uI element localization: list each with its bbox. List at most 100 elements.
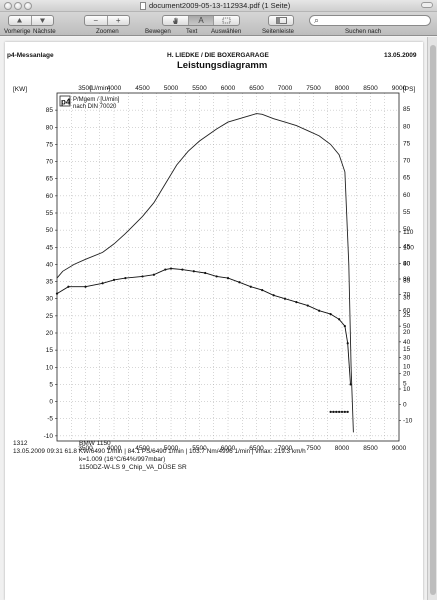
select-tool-button[interactable]	[213, 16, 239, 25]
series-point	[226, 277, 230, 280]
zoom-in-button[interactable]: +	[106, 16, 130, 25]
footer-run-number: 1312	[13, 440, 28, 447]
y-right-tick-label-lower: 70	[403, 292, 411, 299]
series-point	[338, 410, 341, 413]
y-right-tick-label-upper: 60	[403, 192, 411, 199]
y-right-tick-label-upper: 45	[403, 243, 411, 250]
y-right-tick-label-lower: 0	[403, 402, 407, 409]
series-point	[84, 285, 87, 288]
footer-setup: 1150DZ-W-LS 9_Chip_VA_DÜSE SR	[79, 464, 187, 471]
y-right-tick-label-upper: 5	[403, 380, 407, 387]
pdf-page: p4-Messanlage H. LIEDKE / DIE BOXERGARAG…	[5, 42, 423, 600]
sidebar-icon	[275, 17, 287, 24]
x-tick-label-bottom: 5500	[192, 445, 207, 452]
close-window-button[interactable]	[4, 2, 12, 10]
series-point	[249, 285, 252, 288]
chart-legend: p4 P/Mgem / [U/min]nach DIN 70020	[59, 95, 120, 110]
series-point	[261, 289, 264, 292]
text-tool-button[interactable]: A	[187, 16, 214, 25]
series-point	[272, 294, 275, 297]
toolbar-toggle-button[interactable]	[421, 2, 433, 8]
y-left-tick-label: 75	[46, 141, 54, 148]
zoom-out-button[interactable]: −	[93, 15, 99, 25]
previous-label: Vorherige	[4, 28, 31, 35]
footer-vehicle: BMW 1150	[79, 440, 111, 447]
chart-grid	[57, 93, 399, 441]
x-tick-label-top: 8500	[363, 85, 378, 92]
sidebar-label: Seitenleiste	[262, 28, 294, 35]
y-left-tick-label: 35	[46, 279, 54, 286]
y-right-tick-label-lower: 20	[403, 370, 411, 377]
series-point	[238, 281, 241, 284]
zoom-control: − +	[84, 15, 130, 26]
vertical-scrollbar[interactable]	[427, 37, 437, 600]
series-point	[164, 268, 167, 271]
series-point	[215, 275, 218, 278]
series-point	[55, 292, 59, 295]
y-right-tick-label-upper: 35	[403, 278, 411, 285]
next-page-button[interactable]	[30, 16, 54, 25]
y-left-tick-label: 85	[46, 107, 54, 114]
y-right-tick-label-upper: 30	[403, 295, 411, 302]
y-left-unit-label: [KW]	[13, 86, 27, 93]
y-left-tick-label: 60	[46, 193, 54, 200]
triangle-down-icon	[39, 18, 45, 23]
y-left-tick-label: -10	[44, 433, 54, 440]
y-right-tick-label-upper: 80	[403, 123, 411, 130]
zoom-window-button[interactable]	[24, 2, 32, 10]
x-tick-label-bottom: 8000	[335, 445, 350, 452]
move-tool-button[interactable]	[163, 16, 188, 25]
zoom-label: Zoomen	[96, 28, 119, 35]
series-line	[56, 268, 351, 385]
y-right-tick-label-lower: 40	[403, 339, 411, 346]
y-left-tick-label: 50	[46, 227, 54, 234]
x-tick-label-top: 3500	[78, 85, 93, 92]
x-tick-label-top: 7000	[278, 85, 293, 92]
x-tick-label-bottom: 4500	[135, 445, 150, 452]
document-viewport[interactable]: p4-Messanlage H. LIEDKE / DIE BOXERGARAG…	[0, 37, 437, 600]
y-left-tick-label: 40	[46, 261, 54, 268]
y-right-tick-label-upper: 10	[403, 363, 411, 370]
search-label: Suchen nach	[345, 28, 382, 35]
search-field[interactable]: ⌕	[309, 15, 431, 26]
x-tick-label-top: 6500	[249, 85, 264, 92]
series-point	[152, 273, 155, 276]
x-tick-label-top: 5500	[192, 85, 207, 92]
y-right-unit-label: [PS]	[403, 86, 415, 93]
x-tick-label-top: 4500	[135, 85, 150, 92]
move-label: Bewegen	[145, 28, 171, 35]
series-line	[56, 113, 354, 433]
y-right-tick-label-upper: 65	[403, 175, 411, 182]
series-point	[343, 325, 346, 328]
hand-icon	[172, 17, 178, 24]
select-label: Auswählen	[211, 28, 242, 35]
series-point	[329, 313, 332, 316]
scrollbar-thumb[interactable]	[430, 45, 436, 595]
y-left-tick-label: -5	[47, 416, 53, 423]
previous-page-button[interactable]	[9, 16, 31, 25]
window-title: document2009-05-13-112934.pdf (1 Seite)	[149, 1, 291, 10]
series-point	[346, 342, 349, 345]
page-nav-control	[8, 15, 54, 26]
series-point	[283, 297, 287, 300]
y-right-tick-label-lower: 30	[403, 355, 411, 362]
x-tick-label-bottom: 5000	[164, 445, 179, 452]
series-point	[101, 282, 104, 285]
x-tick-label-top: 8000	[335, 85, 350, 92]
sidebar-toggle-button[interactable]	[269, 16, 293, 25]
y-left-tick-label: 5	[49, 381, 53, 388]
marquee-icon	[222, 17, 231, 24]
series-point	[335, 410, 338, 413]
x-tick-label-bottom: 3500	[78, 445, 93, 452]
x-tick-label-top: 9000	[392, 85, 407, 92]
minimize-window-button[interactable]	[14, 2, 22, 10]
p4-logo-box	[59, 95, 71, 107]
x-tick-label-top: 7500	[306, 85, 321, 92]
y-right-tick-label-lower: 80	[403, 276, 411, 283]
y-right-tick-label-lower: 110	[403, 229, 414, 236]
series-point	[349, 383, 352, 386]
x-tick-label-bottom: 7000	[278, 445, 293, 452]
y-left-tick-label: 0	[49, 399, 53, 406]
series-point	[332, 410, 335, 413]
